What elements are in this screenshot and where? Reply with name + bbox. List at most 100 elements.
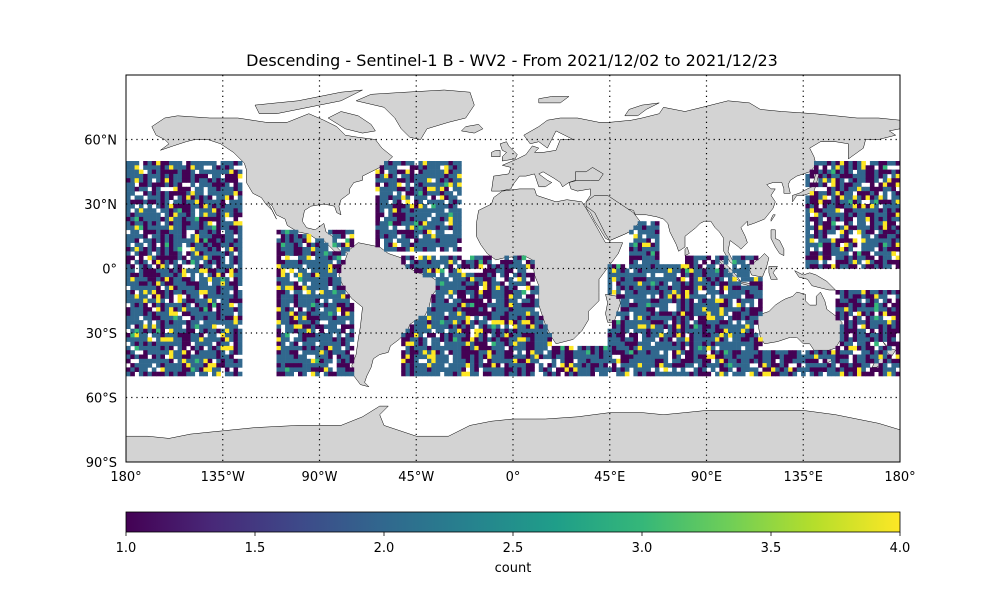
count-cell	[470, 354, 475, 360]
count-cell	[474, 315, 479, 321]
count-cell	[194, 294, 200, 299]
count-cell	[319, 268, 325, 274]
count-cell	[693, 285, 699, 291]
count-cell	[891, 186, 896, 192]
count-cell	[620, 302, 626, 308]
count-cell	[487, 328, 492, 334]
count-cell	[482, 277, 488, 282]
count-cell	[203, 268, 208, 274]
count-cell	[444, 169, 449, 175]
count-cell	[435, 328, 441, 334]
count-cell	[323, 285, 329, 291]
count-cell	[805, 350, 810, 355]
count-cell	[461, 307, 466, 312]
count-cell	[848, 169, 853, 175]
count-cell	[169, 324, 174, 329]
count-cell	[697, 281, 703, 286]
count-cell	[345, 358, 350, 364]
count-cell	[405, 371, 411, 377]
count-cell	[568, 363, 574, 368]
count-cell	[577, 354, 583, 360]
count-cell	[298, 259, 303, 265]
count-cell	[822, 238, 828, 243]
count-cell	[809, 191, 815, 196]
count-cell	[190, 294, 196, 299]
count-cell	[495, 371, 501, 377]
count-cell	[702, 354, 707, 360]
count-cell	[444, 242, 449, 248]
count-cell	[697, 345, 703, 351]
count-cell	[388, 234, 393, 239]
count-cell	[805, 358, 810, 364]
count-cell	[237, 294, 243, 299]
count-cell	[315, 302, 320, 308]
count-cell	[207, 324, 213, 329]
count-cell	[629, 255, 634, 261]
count-cell	[126, 367, 131, 372]
count-cell	[190, 165, 196, 170]
count-cell	[887, 199, 892, 205]
count-cell	[422, 320, 428, 325]
count-cell	[525, 264, 531, 269]
count-cell	[151, 354, 157, 360]
count-cell	[461, 324, 466, 329]
count-cell	[839, 251, 845, 256]
count-cell	[508, 363, 514, 368]
count-cell	[844, 169, 849, 175]
count-cell	[186, 277, 191, 282]
count-cell	[186, 281, 191, 286]
count-cell	[525, 281, 531, 286]
count-cell	[349, 345, 355, 351]
count-cell	[336, 350, 342, 355]
count-cell	[732, 307, 737, 312]
count-cell	[160, 195, 165, 200]
count-cell	[839, 337, 845, 342]
count-cell	[452, 173, 458, 179]
count-cell	[289, 311, 294, 317]
count-cell	[212, 315, 217, 321]
count-cell	[422, 367, 428, 372]
count-cell	[702, 307, 707, 312]
count-cell	[680, 350, 686, 355]
count-cell	[465, 345, 471, 351]
count-cell	[143, 199, 148, 205]
count-cell	[715, 354, 720, 360]
count-cell	[839, 259, 845, 265]
count-cell	[457, 294, 462, 299]
count-cell	[237, 363, 243, 368]
count-cell	[513, 341, 518, 347]
count-cell	[134, 186, 140, 192]
count-cell	[814, 371, 819, 377]
count-cell	[212, 234, 217, 239]
count-cell	[822, 251, 828, 256]
count-cell	[560, 363, 565, 368]
count-cell	[315, 251, 320, 256]
count-cell	[427, 161, 432, 166]
count-cell	[194, 324, 200, 329]
count-cell	[869, 178, 875, 183]
count-cell	[487, 315, 492, 321]
count-cell	[418, 186, 423, 192]
count-cell	[616, 311, 621, 317]
count-cell	[130, 371, 135, 377]
count-cell	[508, 315, 514, 321]
count-cell	[848, 173, 853, 179]
count-cell	[237, 333, 243, 338]
count-cell	[676, 345, 681, 351]
count-cell	[835, 354, 841, 360]
count-cell	[654, 255, 660, 261]
count-cell	[517, 255, 522, 261]
count-cell	[452, 302, 458, 308]
count-cell	[740, 333, 746, 338]
count-cell	[844, 242, 849, 248]
count-cell	[495, 328, 501, 334]
count-cell	[160, 281, 165, 286]
count-cell	[147, 255, 153, 261]
count-cell	[818, 367, 823, 372]
count-cell	[306, 328, 312, 334]
count-cell	[491, 302, 497, 308]
count-cell	[728, 302, 733, 308]
count-cell	[844, 204, 849, 209]
count-cell	[414, 186, 419, 192]
count-cell	[452, 328, 458, 334]
